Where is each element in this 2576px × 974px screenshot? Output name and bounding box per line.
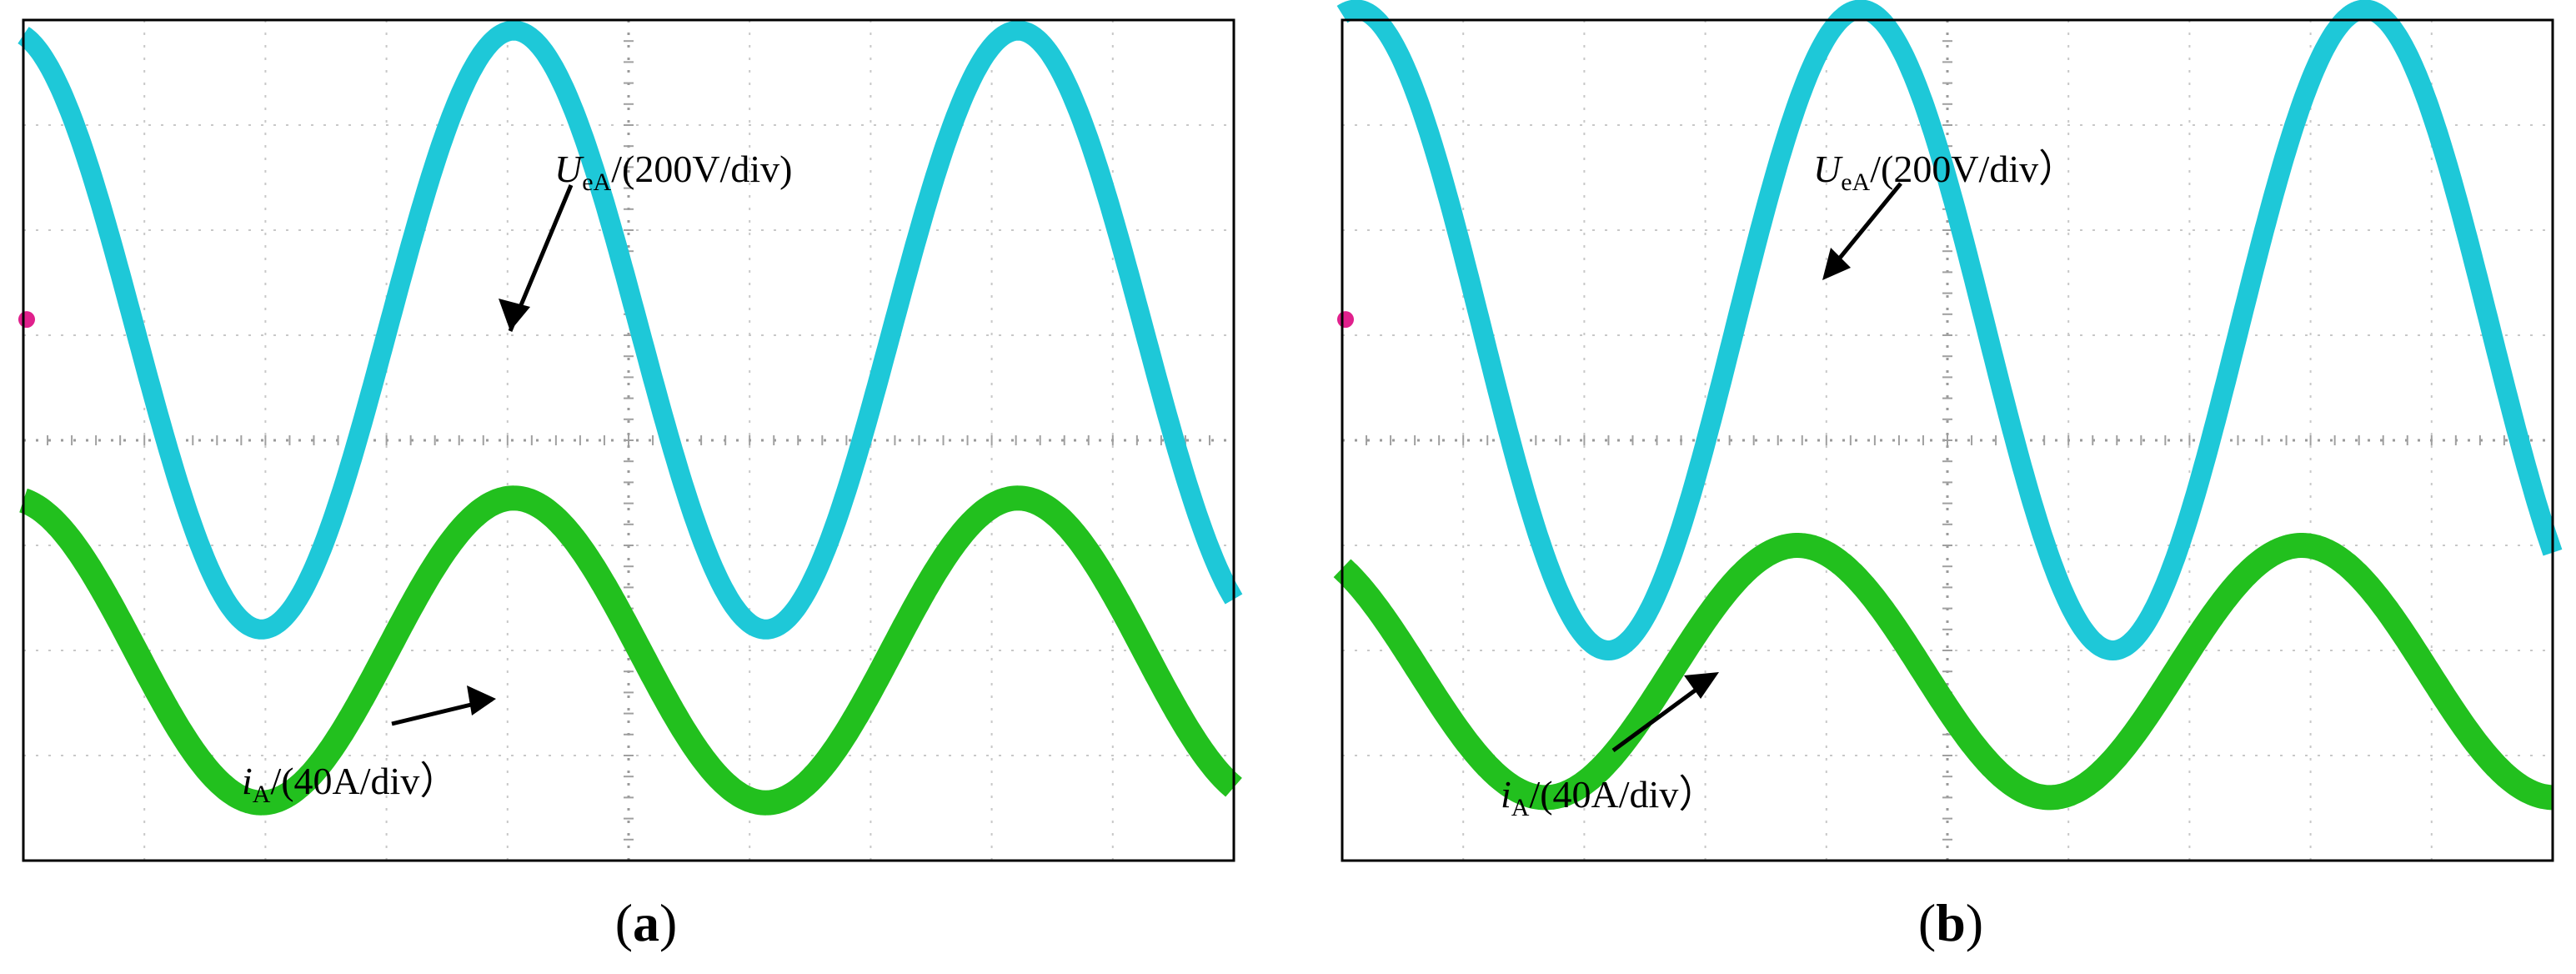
- panel-b-voltage-trace: [1334, 0, 2563, 660]
- panel-b-channel-marker: [1337, 311, 1354, 329]
- voltage-annotation-b: UeA/(200V/div）: [1813, 148, 2077, 196]
- current-arrowhead-b: [1684, 672, 1719, 699]
- voltage-scale-a: /(200V/div): [611, 148, 792, 190]
- current-subscript-b: A: [1511, 794, 1530, 821]
- panel-b-annotations: UeA/(200V/div） iA/(40A/div）: [1501, 148, 2077, 821]
- panel-a-caption: (a): [615, 893, 678, 952]
- panel-a-annotations: UeA/(200V/div) iA/(40A/div）: [242, 148, 792, 808]
- current-scale-b: /(40A/div）: [1529, 773, 1716, 816]
- voltage-symbol-a: U: [554, 148, 584, 190]
- voltage-annotation-a: UeA/(200V/div): [554, 148, 792, 196]
- panel-b-frame: [1341, 18, 2554, 862]
- voltage-symbol-b: U: [1813, 148, 1843, 190]
- panel-a-voltage-trace: [15, 20, 1243, 640]
- current-annotation-b: iA/(40A/div）: [1501, 773, 1716, 821]
- current-annotation-a: iA/(40A/div）: [242, 760, 458, 808]
- panel-a-label: a: [633, 893, 659, 952]
- voltage-arrowhead-b: [1822, 248, 1851, 280]
- panel-b-label: b: [1936, 893, 1966, 952]
- voltage-subscript-a: eA: [582, 168, 611, 196]
- panel-a: UeA/(200V/div) iA/(40A/div） (a): [13, 18, 1245, 952]
- panel-b: UeA/(200V/div） iA/(40A/div） (b): [1331, 0, 2563, 952]
- voltage-arrowhead-a: [499, 299, 530, 331]
- current-subscript-a: A: [253, 781, 271, 808]
- panel-a-current-trace: [13, 485, 1245, 816]
- current-symbol-b: i: [1501, 773, 1511, 816]
- current-arrowhead-a: [467, 685, 496, 715]
- panel-b-current-trace: [1331, 533, 2563, 811]
- voltage-subscript-b: eA: [1841, 168, 1870, 196]
- panel-a-channel-marker: [18, 311, 35, 329]
- voltage-scale-b: /(200V/div）: [1870, 148, 2077, 190]
- panel-a-grid: [23, 19, 1235, 861]
- panel-a-frame: [22, 18, 1235, 862]
- current-scale-a: /(40A/div）: [270, 760, 458, 802]
- current-symbol-a: i: [242, 760, 253, 802]
- panel-b-caption: (b): [1918, 893, 1983, 952]
